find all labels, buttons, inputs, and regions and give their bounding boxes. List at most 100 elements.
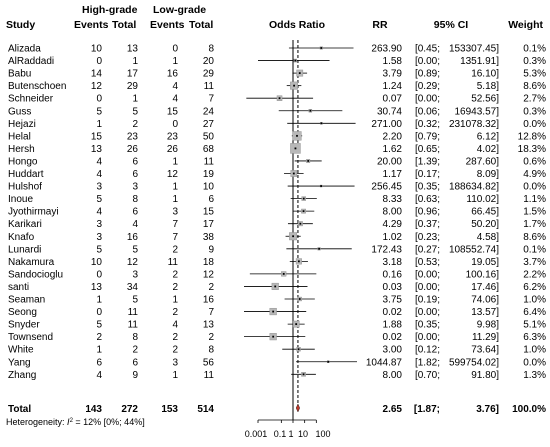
study-weight: 4.9% xyxy=(523,169,546,180)
high-events: 1 xyxy=(96,295,102,306)
low-total: 6 xyxy=(208,194,214,205)
high-events: 5 xyxy=(96,194,102,205)
point-estimate xyxy=(295,323,298,325)
point-estimate xyxy=(298,298,301,300)
high-events: 4 xyxy=(96,370,102,381)
high-events: 4 xyxy=(96,207,102,218)
study-weight: 2.7% xyxy=(523,94,546,105)
study-name: Snyder xyxy=(8,320,40,331)
header-high-grade: High-grade xyxy=(82,4,138,16)
total-ci-low: [1.87; xyxy=(414,404,440,415)
low-total: 16 xyxy=(203,295,215,306)
high-total: 9 xyxy=(132,370,138,381)
study-weight: 1.5% xyxy=(523,207,546,218)
low-events: 0 xyxy=(172,44,178,55)
study-ci-high: 19.05] xyxy=(471,257,499,268)
low-events: 12 xyxy=(167,169,179,180)
point-estimate xyxy=(296,134,298,137)
point-estimate xyxy=(297,260,300,263)
low-total: 11 xyxy=(204,370,215,381)
low-events: 23 xyxy=(167,131,179,142)
low-total: 18 xyxy=(203,257,215,268)
low-total: 8 xyxy=(208,44,214,55)
table-row: AlRaddadi 0 1 1 20 1.58 [0.00; 1351.91] 0.3% xyxy=(8,56,546,67)
high-events: 3 xyxy=(96,182,102,193)
point-estimate xyxy=(299,222,302,225)
study-name: Karikari xyxy=(8,219,42,230)
table-row: Hersh 13 26 26 68 1.62 [0.65; 4.02] 18.3% xyxy=(8,144,546,155)
point-estimate xyxy=(292,235,295,238)
study-rr: 4.29 xyxy=(383,219,403,230)
study-rr: 1044.87 xyxy=(366,357,403,368)
high-total: 13 xyxy=(127,44,139,55)
study-rr: 1.88 xyxy=(383,320,403,331)
study-ci-high: 52.56] xyxy=(471,94,499,105)
x-tick-label: 0.1 xyxy=(274,429,287,439)
table-row: Seong 0 11 2 7 0.02 [0.00; 13.57] 6.4% xyxy=(8,307,546,318)
heterogeneity-stat: I xyxy=(67,417,70,427)
point-estimate xyxy=(320,47,323,49)
study-name: Schneider xyxy=(8,94,54,105)
study-weight: 5.1% xyxy=(523,320,546,331)
study-ci-high: 4.02] xyxy=(477,144,499,155)
study-ci-high: 153307.45] xyxy=(449,44,499,55)
table-row: Karikari 3 4 7 17 4.29 [0.37; 50.20] 1.7% xyxy=(8,219,546,230)
low-total: 27 xyxy=(203,119,215,130)
study-ci-low: [0.00; xyxy=(415,307,440,318)
low-events: 26 xyxy=(167,144,179,155)
study-name: Seaman xyxy=(8,295,45,306)
high-total: 1 xyxy=(132,94,138,105)
study-rr: 1.58 xyxy=(383,56,403,67)
study-weight: 12.8% xyxy=(518,131,546,142)
low-total: 68 xyxy=(203,144,215,155)
study-ci-low: [0.45; xyxy=(415,44,440,55)
point-estimate xyxy=(302,210,305,213)
point-estimate xyxy=(282,273,285,275)
high-total: 29 xyxy=(127,81,139,92)
study-weight: 1.7% xyxy=(523,219,546,230)
point-estimate xyxy=(272,310,275,313)
table-row: Huddart 4 6 12 19 1.17 [0.17; 8.09] 4.9% xyxy=(8,169,546,180)
x-tick-label: 1 xyxy=(288,429,293,439)
heterogeneity-sup: 2 xyxy=(70,418,74,424)
table-row: Seaman 1 5 1 16 3.75 [0.19; 74.06] 1.0% xyxy=(8,295,546,306)
study-weight: 5.3% xyxy=(523,69,546,80)
study-rr: 0.07 xyxy=(383,94,403,105)
point-estimate xyxy=(297,348,300,351)
total-row: Total 143 272 153 514 2.65 [1.87; 3.76] … xyxy=(8,404,546,415)
high-events: 15 xyxy=(91,131,103,142)
table-row: Zhang 4 9 1 11 8.00 [0.70; 91.80] 1.3% xyxy=(8,370,546,381)
heterogeneity-text: Heterogeneity: I2 = 12% [0%; 44%] xyxy=(6,417,145,427)
study-ci-low: [0.35; xyxy=(415,320,440,331)
study-ci-high: 74.06] xyxy=(471,295,499,306)
high-events: 10 xyxy=(91,257,103,268)
study-weight: 8.6% xyxy=(523,232,546,243)
study-ci-low: [0.00; xyxy=(415,94,440,105)
total-high-events: 143 xyxy=(85,404,102,415)
high-total: 6 xyxy=(132,357,138,368)
study-rr: 1.17 xyxy=(383,169,403,180)
study-name: Sandocioglu xyxy=(8,269,63,280)
table-row: Yang 6 6 3 56 1044.87 [1.82; 599754.02] 0.0% xyxy=(8,357,546,368)
study-name: Hejazi xyxy=(8,119,36,130)
study-rr: 271.00 xyxy=(371,119,402,130)
study-rr: 0.16 xyxy=(383,269,403,280)
high-events: 13 xyxy=(91,282,103,293)
total-low-total: 514 xyxy=(197,404,214,415)
high-events: 3 xyxy=(96,232,102,243)
high-total: 11 xyxy=(128,320,139,331)
high-events: 0 xyxy=(96,269,102,280)
low-total: 19 xyxy=(203,169,215,180)
table-row: Schneider 0 1 4 7 0.07 [0.00; 52.56] 2.7% xyxy=(8,94,546,105)
study-name: Seong xyxy=(8,307,37,318)
study-weight: 6.3% xyxy=(523,332,546,343)
study-ci-high: 4.58] xyxy=(477,232,499,243)
study-ci-high: 17.46] xyxy=(471,282,499,293)
table-row: Guss 5 5 15 24 30.74 [0.06; 16943.57] 0.3% xyxy=(8,106,546,117)
table-row: Knafo 3 16 7 38 1.02 [0.23; 4.58] 8.6% xyxy=(8,232,546,243)
study-name: Hongo xyxy=(8,156,38,167)
low-total: 10 xyxy=(203,182,215,193)
table-row: Hulshof 3 3 1 10 256.45 [0.35; 188634.82] 0.0% xyxy=(8,182,546,193)
header-low-events: Events xyxy=(150,19,185,31)
high-events: 4 xyxy=(96,156,102,167)
